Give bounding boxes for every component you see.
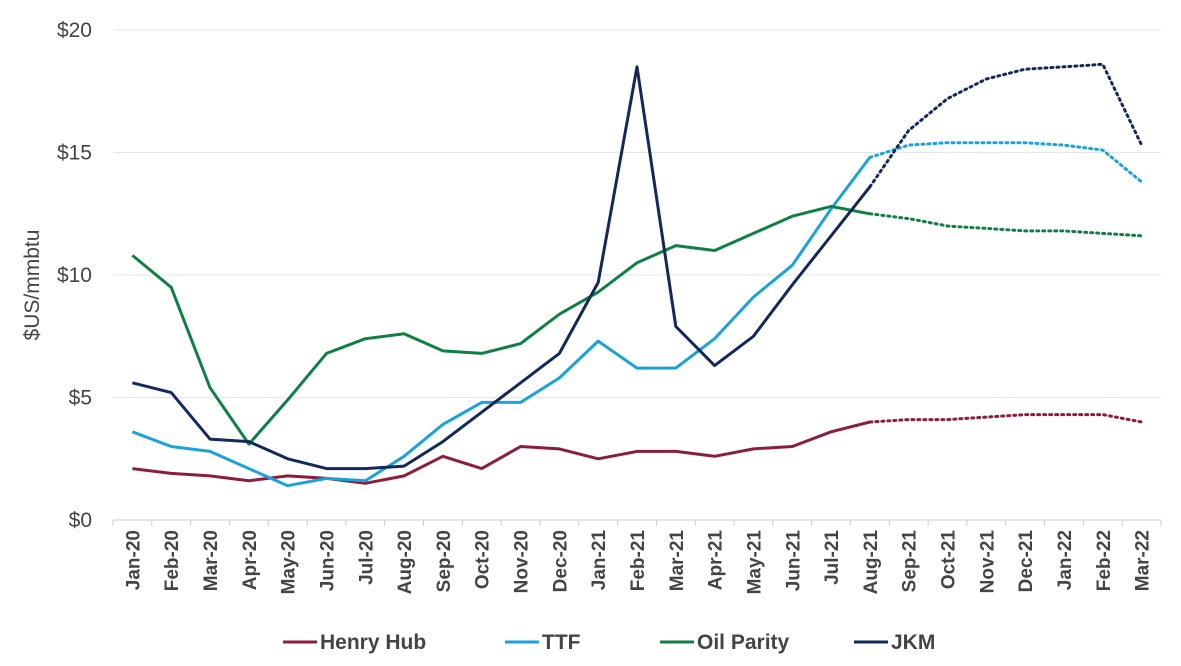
x-tick-label: Aug-20	[395, 530, 416, 594]
x-tick-label: Jan-21	[589, 530, 610, 591]
x-tick-label: Sep-21	[900, 530, 921, 593]
x-tick-label: Jul-21	[822, 530, 843, 585]
x-tick-label: May-21	[744, 530, 765, 595]
series-forecast-jkm	[868, 62, 1144, 189]
series-line-ttf	[131, 156, 872, 488]
series-line-henry-hub	[132, 420, 871, 485]
series-lines	[131, 62, 1144, 488]
legend-label-jkm: JKM	[891, 631, 935, 654]
y-axis-label: $US/mmbtu	[21, 230, 44, 341]
x-tick-label: Oct-21	[939, 530, 960, 590]
grid-lines	[113, 29, 1161, 521]
x-tick-label: Jul-20	[356, 530, 377, 585]
x-tick-label: Aug-21	[861, 530, 882, 595]
x-tick-label: Oct-20	[473, 530, 494, 589]
x-tick-label: Jan-22	[1055, 530, 1076, 590]
x-axis-ticks: Jan-20 Feb-20 Mar-20 Apr-20 May-20 Jun-20 Jul-…	[112, 520, 1162, 595]
series-forecast-henry-hub	[868, 413, 1144, 424]
y-tick-label: $20	[57, 19, 92, 42]
legend-label-oil-parity: Oil Parity	[697, 631, 790, 654]
x-tick-label: Mar-22	[1133, 530, 1154, 591]
x-tick-label: Dec-20	[550, 530, 571, 592]
x-tick-label: Mar-21	[667, 530, 688, 592]
legend-label-henry-hub: Henry Hub	[320, 631, 426, 654]
series-forecast-ttf	[868, 141, 1144, 184]
legend: Henry Hub TTF Oil Parity JKM	[283, 631, 935, 654]
x-tick-label: May-20	[279, 530, 300, 594]
y-tick-label: $10	[57, 264, 92, 287]
x-tick-label: Mar-20	[201, 530, 222, 591]
y-tick-label: $5	[69, 387, 92, 410]
y-axis-ticks: $0 $5 $10 $15 $20	[57, 19, 92, 532]
x-tick-label: Feb-22	[1094, 530, 1115, 591]
x-tick-label: Jun-21	[783, 530, 804, 592]
x-tick-label: Sep-20	[434, 530, 455, 592]
x-tick-label: Feb-21	[628, 530, 649, 592]
series-forecast-oil-parity	[868, 212, 1144, 238]
series-line-oil-parity	[131, 204, 871, 446]
x-tick-label: Feb-20	[162, 530, 183, 591]
x-tick-label: Apr-21	[706, 530, 727, 591]
x-tick-label: Dec-21	[1016, 530, 1037, 593]
x-tick-label: Apr-20	[240, 530, 261, 590]
y-tick-label: $15	[57, 142, 92, 165]
x-tick-label: Jan-20	[123, 530, 144, 590]
x-tick-label: Nov-21	[977, 530, 998, 594]
x-tick-label: Jun-20	[317, 530, 338, 591]
x-tick-label: Nov-20	[512, 530, 533, 593]
series-line-jkm	[132, 65, 872, 471]
y-tick-label: $0	[69, 509, 92, 532]
legend-label-ttf: TTF	[542, 631, 581, 654]
